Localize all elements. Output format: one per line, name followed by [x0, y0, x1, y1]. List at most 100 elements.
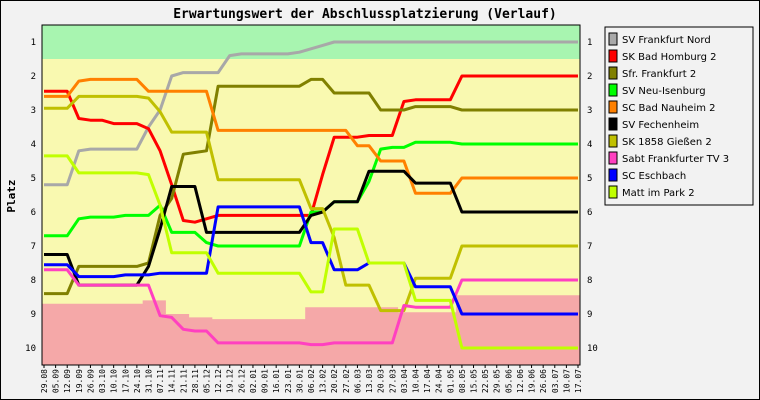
y-tick-label-left: 8 [31, 276, 36, 286]
x-tick-label: 10.04 [411, 369, 420, 393]
x-tick-label: 05.12 [203, 369, 212, 393]
x-tick-label: 12.06 [516, 369, 525, 393]
legend-swatch [608, 32, 618, 46]
y-tick-label-right: 2 [587, 72, 592, 82]
y-tick-label-right: 1 [587, 38, 592, 48]
y-tick-label-right: 5 [587, 174, 592, 184]
x-tick-label: 31.10 [144, 369, 153, 393]
x-tick-label: 26.06 [539, 369, 548, 393]
plot-area [41, 24, 581, 368]
legend-swatch [608, 100, 618, 114]
x-tick-label: 10.10 [110, 369, 119, 393]
x-tick-label: 16.01 [272, 369, 281, 393]
legend-swatch [608, 83, 618, 97]
y-tick-label-right: 4 [587, 140, 592, 150]
x-tick-label: 07.11 [156, 369, 165, 393]
y-tick-label-left: 3 [31, 106, 36, 116]
x-tick-label: 24.04 [435, 369, 444, 393]
zone-relegation [42, 295, 580, 365]
x-tick-label: 26.12 [237, 369, 246, 393]
legend-box [604, 26, 754, 206]
x-tick-label: 22.05 [481, 369, 490, 393]
y-tick-label-left: 9 [31, 310, 36, 320]
x-tick-label: 27.02 [342, 369, 351, 393]
series-line-5 [44, 77, 578, 195]
legend-label: SK 1858 Gießen 2 [622, 137, 712, 148]
y-tick-label-right: 9 [587, 310, 592, 320]
legend-swatch [608, 185, 618, 199]
y-tick-label-left: 6 [31, 208, 36, 218]
legend-swatch [608, 49, 618, 63]
x-tick-label: 17.04 [423, 369, 432, 393]
y-axis-label: Platz [5, 179, 18, 212]
chart-title: Erwartungswert der Abschlussplatzierung … [173, 7, 557, 22]
x-tick-label: 23.01 [284, 369, 293, 393]
x-tick-label: 29.05 [493, 369, 502, 393]
series-line-1 [44, 40, 578, 187]
x-tick-label: 10.07 [562, 369, 571, 393]
plot-border [41, 24, 581, 366]
x-tick-label: 12.09 [63, 369, 72, 393]
legend-swatch [608, 151, 618, 165]
y-ticks-left: 1 2 3 4 5 6 7 8 9 10 [25, 38, 36, 354]
series-line-3 [44, 77, 578, 296]
x-tick-label: 21.11 [179, 369, 188, 393]
y-tick-label-right: 10 [587, 344, 598, 354]
x-tick-label: 29.08 [40, 369, 49, 393]
y-tick-label-left: 1 [31, 38, 36, 48]
legend-swatch [608, 168, 618, 182]
x-ticks: 29.08 05.09 12.09 19.09 26.09 03.10 10.10 17.10… [40, 369, 583, 393]
y-tick-label-left: 4 [31, 140, 36, 150]
x-tick-label: 19.09 [75, 369, 84, 393]
series-line-9 [44, 205, 578, 316]
x-tick-label: 27.03 [388, 369, 397, 393]
x-tick-label: 28.11 [191, 369, 200, 393]
legend: SV Frankfurt Nord SK Bad Homburg 2 Sfr. Fr… [604, 26, 754, 206]
x-tick-label: 05.09 [52, 369, 61, 393]
x-tick-label: 19.06 [528, 369, 537, 393]
x-tick-label: 06.02 [307, 369, 316, 393]
y-tick-label-right: 7 [587, 242, 592, 252]
x-tick-label: 09.01 [261, 369, 270, 393]
y-tick-label-left: 7 [31, 242, 36, 252]
x-tick-label: 17.10 [121, 369, 130, 393]
legend-label: SV Neu-Isenburg [622, 86, 706, 97]
x-tick-label: 05.06 [504, 369, 513, 393]
y-tick-label-right: 6 [587, 208, 592, 218]
legend-label: SV Frankfurt Nord [622, 35, 711, 46]
x-tick-label: 30.01 [295, 369, 304, 393]
legend-label: SK Bad Homburg 2 [622, 52, 717, 63]
y-tick-label-left: 10 [25, 344, 36, 354]
legend-label: Sabt Frankfurter TV 3 [622, 154, 729, 165]
x-tick-label: 06.03 [353, 369, 362, 393]
series-line-7 [44, 94, 578, 313]
background-zones [42, 25, 580, 365]
x-tick-label: 08.05 [458, 369, 467, 393]
series-line-10 [44, 154, 578, 350]
legend-label: SC Eschbach [622, 171, 686, 182]
x-tick-label: 13.02 [319, 369, 328, 393]
x-tick-label: 03.04 [400, 369, 409, 393]
legend-label: SC Bad Nauheim 2 [622, 103, 716, 114]
x-tick-label: 24.10 [133, 369, 142, 393]
y-tick-label-right: 3 [587, 106, 592, 116]
x-tick-label: 13.03 [365, 369, 374, 393]
series-lines [44, 40, 578, 350]
legend-swatch [608, 66, 618, 80]
x-tick-label: 12.12 [214, 369, 223, 393]
x-tick-label: 01.05 [446, 369, 455, 393]
legend-swatch [608, 134, 618, 148]
y-tick-label-left: 5 [31, 174, 36, 184]
x-tick-label: 26.09 [86, 369, 95, 393]
y-ticks-right: 1 2 3 4 5 6 7 8 9 10 [587, 38, 598, 354]
y-tick-label-left: 2 [31, 72, 36, 82]
legend-label: SV Fechenheim [622, 120, 699, 131]
x-tick-label: 15.05 [470, 369, 479, 393]
x-tick-label: 03.10 [98, 369, 107, 393]
x-tick-label: 20.03 [377, 369, 386, 393]
y-tick-label-right: 8 [587, 276, 592, 286]
x-tick-label: 03.07 [551, 369, 560, 393]
x-tick-label: 02.01 [249, 369, 258, 393]
series-line-4 [44, 140, 578, 248]
legend-label: Matt im Park 2 [622, 188, 695, 199]
